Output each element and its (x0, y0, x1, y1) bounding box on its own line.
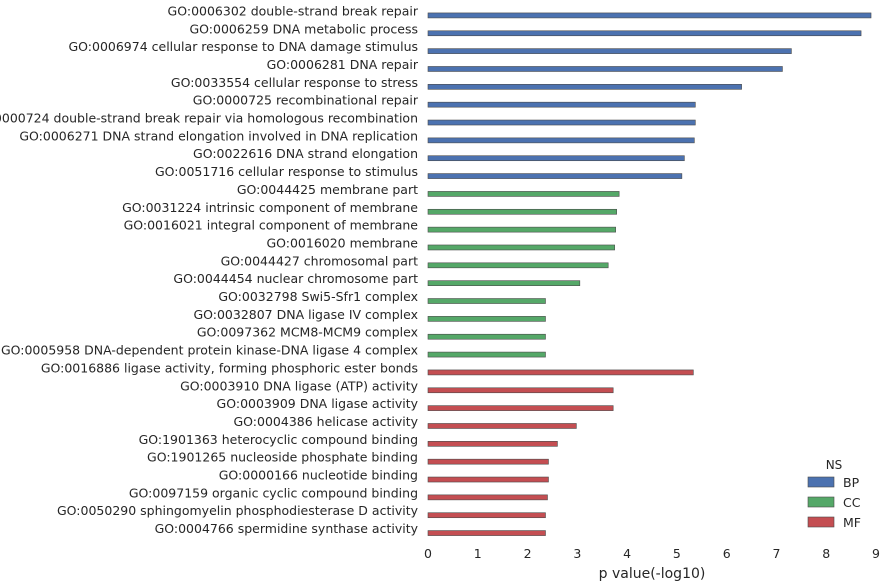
category-label: GO:0051716 cellular response to stimulus (155, 164, 418, 179)
x-ticks-group: 0 1 2 3 4 5 6 7 8 9 (424, 546, 880, 561)
category-label: GO:0032798 Swi5-Sfr1 complex (218, 289, 418, 304)
x-tick-label: 2 (524, 546, 532, 561)
bar (427, 84, 742, 90)
category-labels-group: GO:0006302 double-strand break repair GO:… (0, 3, 419, 536)
legend: NS BP CC MF (807, 458, 861, 530)
bar (427, 244, 615, 251)
bar (427, 476, 549, 483)
legend-label: MF (843, 515, 861, 530)
x-tick-label: 0 (424, 546, 432, 561)
legend-swatch (807, 496, 835, 508)
bar (427, 66, 783, 72)
bar (427, 173, 683, 179)
bar (427, 119, 696, 126)
category-label: GO:0044427 chromosomal part (221, 253, 418, 268)
category-label: GO:0005958 DNA-dependent protein kinase-… (1, 343, 418, 358)
bars-group (427, 12, 872, 536)
bar (427, 137, 695, 144)
category-label: GO:0016020 membrane (266, 235, 418, 250)
category-label: GO:0003909 DNA ligase activity (217, 396, 419, 411)
x-tick-label: 9 (872, 546, 880, 561)
category-label: GO:1901265 nucleoside phosphate binding (147, 450, 418, 465)
bar (427, 333, 546, 340)
category-label: GO:0044454 nuclear chromosome part (173, 271, 418, 286)
category-label: GO:0003910 DNA ligase (ATP) activity (180, 378, 419, 393)
category-label: GO:0044425 membrane part (237, 182, 418, 197)
category-label: GO:0000166 nucleotide binding (219, 468, 418, 483)
category-label: GO:0006302 double-strand break repair (168, 3, 419, 18)
x-axis-label: p value(-log10) (599, 566, 706, 582)
bar (427, 387, 614, 394)
bar (427, 423, 577, 429)
category-label: GO:0097159 organic cyclic compound bindi… (129, 485, 418, 500)
bar (427, 30, 862, 37)
x-tick-label: 4 (623, 546, 631, 561)
bar (427, 458, 549, 465)
bar (427, 351, 546, 358)
bar (427, 369, 694, 376)
bar (427, 512, 546, 519)
bar (427, 208, 617, 215)
category-label: GO:0004386 helicase activity (233, 414, 418, 429)
bar (427, 12, 872, 19)
legend-swatch (807, 476, 835, 488)
category-label: GO:0031224 intrinsic component of membra… (122, 200, 418, 215)
category-label: GO:0022616 DNA strand elongation (193, 146, 418, 161)
category-label: GO:0016886 ligase activity, forming phos… (41, 360, 418, 375)
bar (427, 405, 614, 411)
legend-swatch (807, 516, 835, 528)
legend-label: BP (843, 475, 860, 490)
legend-title: NS (826, 458, 843, 472)
category-label: GO:0032807 DNA ligase IV complex (193, 307, 418, 322)
category-label: GO:0006281 DNA repair (267, 57, 419, 72)
bar (427, 298, 546, 304)
category-label: GO:0000725 recombinational repair (193, 93, 419, 108)
category-label: GO:1901363 heterocyclic compound binding (139, 432, 418, 447)
category-label: GO:0006974 cellular response to DNA dama… (68, 39, 418, 54)
legend-label: CC (843, 495, 861, 510)
bar (427, 226, 616, 233)
x-tick-label: 1 (474, 546, 482, 561)
category-label: GO:0004766 spermidine synthase activity (155, 521, 419, 536)
x-tick-label: 6 (723, 546, 731, 561)
bar (427, 316, 546, 322)
bar (427, 155, 685, 162)
category-label: GO:0097362 MCM8-MCM9 complex (197, 325, 418, 340)
bar (427, 191, 620, 197)
bar (427, 530, 546, 536)
x-tick-label: 8 (822, 546, 830, 561)
category-label: GO:0000724 double-strand break repair vi… (0, 111, 418, 126)
x-tick-label: 7 (772, 546, 780, 561)
x-tick-label: 3 (573, 546, 581, 561)
bar (427, 441, 558, 447)
category-label: GO:0050290 sphingomyelin phosphodiestera… (57, 503, 419, 518)
bar (427, 48, 792, 54)
category-label: GO:0006271 DNA strand elongation involve… (19, 128, 418, 143)
bar (427, 101, 696, 108)
bar (427, 280, 581, 286)
x-tick-label: 5 (673, 546, 681, 561)
bar (427, 262, 609, 269)
bar (427, 494, 548, 501)
category-label: GO:0006259 DNA metabolic process (190, 21, 419, 36)
category-label: GO:0033554 cellular response to stress (171, 75, 418, 90)
category-label: GO:0016021 integral component of membran… (124, 218, 419, 233)
